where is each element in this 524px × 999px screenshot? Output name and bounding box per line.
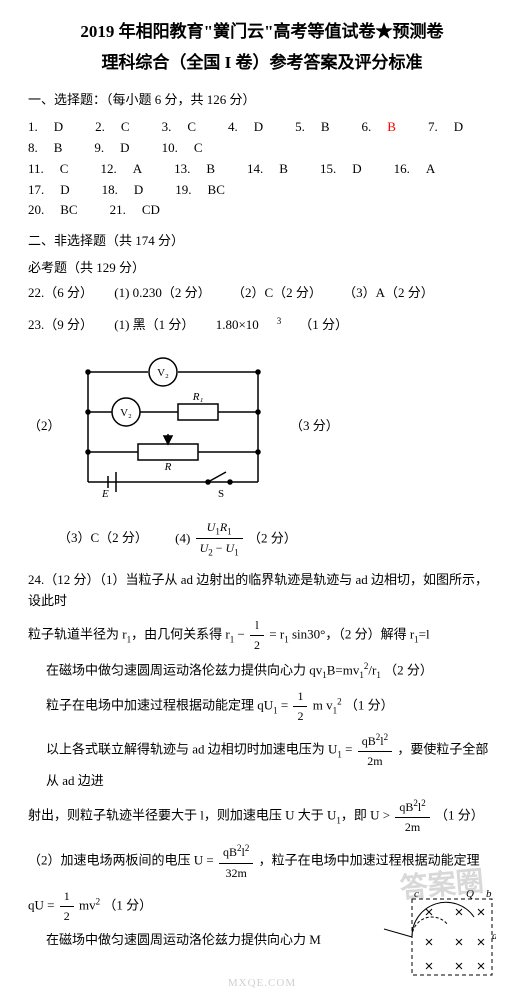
q24-line2: 在磁场中做匀速圆周运动洛伦兹力提供向心力 qv1B=mv12/r1 （2 分） — [28, 659, 496, 682]
q22-p2: （2）C（2 分） — [232, 283, 322, 304]
q24-small-diagram: c Q b a — [366, 889, 496, 979]
mc-answer: 14. B — [247, 159, 304, 180]
q23-p4-label: (4) — [175, 530, 190, 545]
mc-answer: 1. D — [28, 117, 79, 138]
q23-p3p4: （3）C（2 分） (4) U1R1 U2 − U1 （2 分） — [28, 518, 496, 561]
q24-line3: 粒子在电场中加速过程根据动能定理 qU1 = 12 m v12 （1 分） — [28, 687, 496, 726]
mc-answers: 1. D 2. C 3. C 4. D 5. B 6. B 7. D 8. B 9. D 10. … — [28, 117, 496, 221]
mc-answer: 21. CD — [110, 200, 176, 221]
mc-answer: 5. B — [295, 117, 345, 138]
svg-text:Q: Q — [466, 889, 474, 900]
section2-heading-1: 二、非选择题（共 174 分） — [28, 231, 496, 252]
q24-line1: 粒子轨道半径为 r1，由几何关系得 r1 − l2 = r1 sin30°，（2… — [28, 616, 496, 655]
q23-head: 23.（9 分） (1) 黑（1 分） 1.80×103（1 分） — [28, 314, 496, 336]
q23-p4-suffix: （2 分） — [248, 530, 297, 545]
mc-answer: 19. BC — [175, 180, 241, 201]
mc-answer: 18. D — [102, 180, 160, 201]
mc-answer: 13. B — [174, 159, 231, 180]
svg-text:c: c — [414, 889, 419, 900]
mc-answer: 12. A — [100, 159, 158, 180]
circuit-r1: R₁ — [192, 391, 204, 403]
mc-answer: 15. D — [320, 159, 378, 180]
q24-line6: （2）加速电场两板间的电压 U = qB2l2 32m ，粒子在电场中加速过程根… — [28, 841, 496, 882]
q23-circuit-left-label: （2） — [28, 416, 68, 437]
q23-p1: (1) 黑（1 分） — [114, 315, 194, 336]
mc-answer: 10. C — [162, 138, 219, 159]
svg-text:b: b — [486, 889, 492, 900]
mc-answer: 9. D — [94, 138, 145, 159]
q23-circuit-right-label: （3 分） — [290, 416, 339, 437]
q24-line4: 以上各式联立解得轨迹与 ad 边相切时加速电压为 U1 = qB2l2 2m ，… — [28, 730, 496, 792]
q22: 22.（6 分） (1) 0.230（2 分） （2）C（2 分） （3）A（2… — [28, 283, 496, 304]
q22-p1: (1) 0.230（2 分） — [114, 283, 210, 304]
q23-p4-fraction: U1R1 U2 − U1 — [196, 518, 243, 561]
title-line-1: 2019 年相阳教育"黉门云"高考等值试卷★预测卷 — [28, 18, 496, 45]
q23-p2: 1.80×103（1 分） — [216, 314, 366, 336]
circuit-s: S — [218, 488, 224, 500]
mc-answer: 11. C — [28, 159, 84, 180]
section1-heading: 一、选择题：（每小题 6 分，共 126 分） — [28, 90, 496, 111]
q24-label: 24.（12 分）（1）当粒子从 ad 边射出的临界轨迹是轨迹与 ad 边相切，… — [28, 570, 496, 612]
circuit-r: R — [164, 461, 172, 473]
circuit-v2-top: V₂ — [157, 367, 169, 379]
q23-p3: （3）C（2 分） — [58, 530, 148, 545]
circuit-v2-mid: V₂ — [120, 407, 132, 419]
mc-answer: 4. D — [228, 117, 279, 138]
circuit-diagram: V₂ V₂ R₁ R S E — [68, 352, 278, 502]
mc-answer: 2. C — [95, 117, 145, 138]
q23-label: 23.（9 分） — [28, 315, 93, 336]
q22-p3: （3）A（2 分） — [343, 283, 434, 304]
svg-text:a: a — [492, 930, 496, 942]
mc-answer: 6. B — [362, 117, 412, 138]
footer-logo: MXQE.COM — [228, 975, 296, 993]
q23-circuit-row: （2） — [28, 348, 496, 506]
mc-answer: 20. BC — [28, 200, 94, 221]
mc-answer: 7. D — [428, 117, 479, 138]
mc-answer: 3. C — [162, 117, 212, 138]
mc-answer: 17. D — [28, 180, 86, 201]
q24-line5: 射出，则粒子轨迹半径要大于 l，则加速电压 U 大于 U1，即 U > qB2l… — [28, 796, 496, 837]
mc-answer: 8. B — [28, 138, 78, 159]
mc-answer: 16. A — [394, 159, 452, 180]
title-line-2: 理科综合（全国 I 卷）参考答案及评分标准 — [28, 49, 496, 76]
q22-label: 22.（6 分） — [28, 283, 93, 304]
circuit-e: E — [101, 488, 109, 500]
section2-heading-2: 必考题（共 129 分） — [28, 258, 496, 279]
